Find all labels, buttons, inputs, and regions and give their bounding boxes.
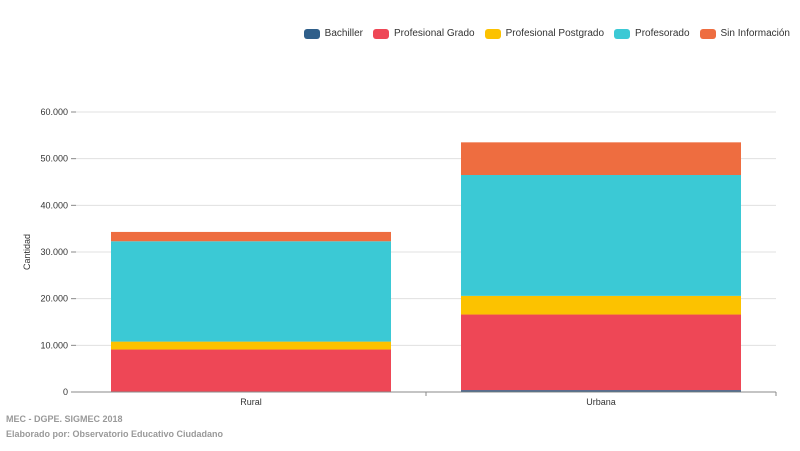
legend: Bachiller Profesional Grado Profesional Po…	[303, 28, 790, 39]
legend-label: Bachiller	[324, 28, 364, 39]
x-tick-label: Urbana	[586, 397, 616, 407]
y-tick-label: 30.000	[40, 247, 68, 257]
legend-label: Profesional Grado	[394, 28, 475, 39]
legend-item[interactable]: Profesional Postgrado	[484, 28, 605, 39]
legend-label: Sin Información	[720, 28, 790, 39]
legend-swatch	[699, 28, 716, 39]
legend-item[interactable]: Profesional Grado	[373, 28, 475, 39]
legend-label: Profesorado	[635, 28, 690, 39]
bar-segment[interactable]	[461, 175, 741, 296]
x-tick-label: Rural	[240, 397, 262, 407]
bar-segment[interactable]	[111, 349, 391, 392]
bar-segment[interactable]	[461, 295, 741, 315]
y-tick-label: 20.000	[40, 294, 68, 304]
y-tick-label: 0	[63, 387, 68, 397]
y-tick-label: 10.000	[40, 340, 68, 350]
legend-swatch	[484, 28, 501, 39]
legend-item[interactable]: Bachiller	[303, 28, 364, 39]
legend-label: Profesional Postgrado	[505, 28, 605, 39]
legend-item[interactable]: Sin Información	[699, 28, 790, 39]
legend-swatch	[303, 28, 320, 39]
y-tick-label: 60.000	[40, 107, 68, 117]
source-line-2: Elaborado por: Observatorio Educativo Ci…	[6, 429, 224, 439]
y-tick-label: 50.000	[40, 154, 68, 164]
bar-segment[interactable]	[461, 314, 741, 391]
bar-segment[interactable]	[111, 341, 391, 350]
legend-swatch	[373, 28, 390, 39]
y-tick-label: 40.000	[40, 200, 68, 210]
bar-segment[interactable]	[111, 231, 391, 242]
source-note: MEC - DGPE. SIGMEC 2018 Elaborado por: O…	[6, 412, 223, 442]
y-axis-label: Cantidad	[22, 234, 32, 270]
legend-item[interactable]: Profesorado	[614, 28, 690, 39]
bar-segment[interactable]	[111, 241, 391, 342]
bar-segment[interactable]	[461, 142, 741, 175]
source-line-1: MEC - DGPE. SIGMEC 2018	[6, 414, 123, 424]
legend-swatch	[614, 28, 631, 39]
bar-segment[interactable]	[461, 390, 741, 392]
